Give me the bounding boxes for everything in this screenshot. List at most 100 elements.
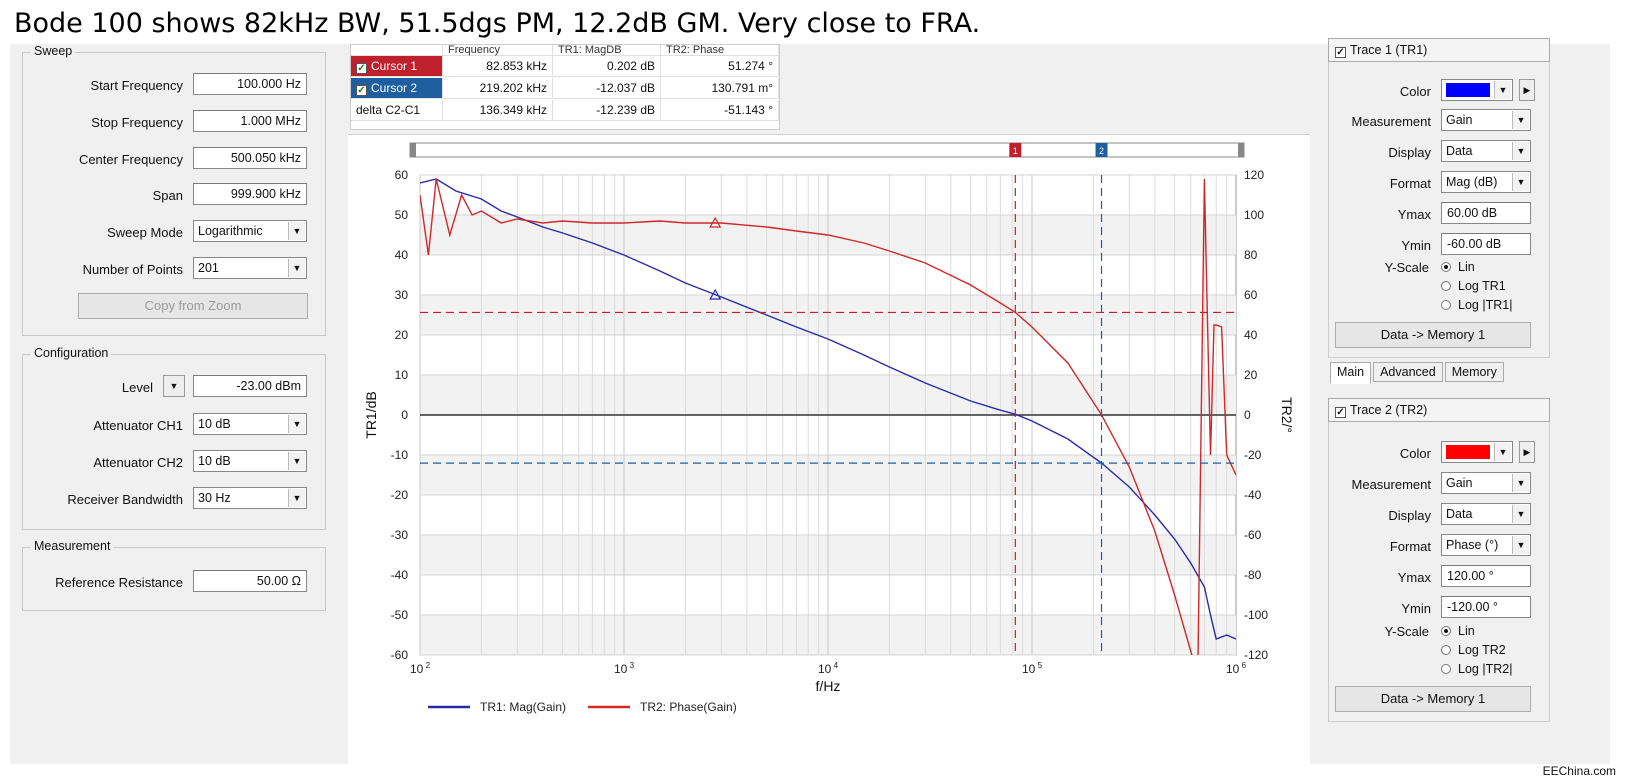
right-tick-label: -20 <box>1244 448 1262 462</box>
chevron-down-icon: ▼ <box>288 259 305 277</box>
trace2-measurement-value: Gain <box>1446 476 1473 490</box>
chevron-down-icon: ▼ <box>1512 505 1529 523</box>
legend-label: TR1: Mag(Gain) <box>480 700 566 714</box>
trace2-ymin-field[interactable]: -120.00 ° <box>1441 596 1531 618</box>
cursor-table-header-name <box>351 45 443 56</box>
trace2-header[interactable]: ✓ Trace 2 (TR2) <box>1328 398 1550 422</box>
radio-icon <box>1441 645 1451 655</box>
trace1-format-value: Mag (dB) <box>1446 175 1498 189</box>
phase-trace <box>420 178 1236 655</box>
trace2-display-select[interactable]: Data ▼ <box>1441 503 1531 525</box>
start-frequency-label: Start Frequency <box>90 78 184 93</box>
x-axis-label: f/Hz <box>816 678 841 694</box>
trace1-display-value: Data <box>1446 144 1473 158</box>
trace1-yscale-log-radio[interactable]: Log TR1 <box>1441 279 1506 293</box>
level-field[interactable]: -23.00 dBm <box>193 375 307 397</box>
left-tick-label: -20 <box>391 488 409 502</box>
tab-advanced[interactable]: Advanced <box>1373 362 1443 382</box>
trace1-display-select[interactable]: Data ▼ <box>1441 140 1531 162</box>
trace1-header[interactable]: ✓ Trace 1 (TR1) <box>1328 38 1550 62</box>
trace2-ymax-field[interactable]: 120.00 ° <box>1441 565 1531 587</box>
stop-frequency-field[interactable]: 1.000 MHz <box>193 110 307 132</box>
receiver-bandwidth-select[interactable]: 30 Hz ▼ <box>193 487 307 509</box>
right-tick-label: 20 <box>1244 368 1258 382</box>
trace2-header-label: Trace 2 (TR2) <box>1350 403 1428 417</box>
trace2-measurement-select[interactable]: Gain ▼ <box>1441 472 1531 494</box>
trace2-data-to-memory-button[interactable]: Data -> Memory 1 <box>1335 686 1531 712</box>
right-tick-label: 100 <box>1244 208 1264 222</box>
attenuator-ch2-select[interactable]: 10 dB ▼ <box>193 450 307 472</box>
trace1-color-swatch <box>1446 83 1490 97</box>
trace2-color-next-button[interactable]: ▶ <box>1519 441 1535 463</box>
tab-memory[interactable]: Memory <box>1444 362 1504 382</box>
left-tick-label: -40 <box>391 568 409 582</box>
cursor-1-label: 1 <box>1013 146 1018 156</box>
attenuator-ch2-label: Attenuator CH2 <box>93 455 183 470</box>
radio-selected-icon <box>1441 626 1451 636</box>
trace1-measurement-value: Gain <box>1446 113 1473 127</box>
table-cell: 219.202 kHz <box>443 78 553 99</box>
trace1-color-select[interactable]: ▼ <box>1441 79 1513 101</box>
right-tick-label: 60 <box>1244 288 1258 302</box>
left-tick-label: 10 <box>395 368 409 382</box>
reference-resistance-field[interactable]: 50.00 Ω <box>193 570 307 592</box>
tab-main[interactable]: Main <box>1330 362 1372 384</box>
trace2-checkbox[interactable]: ✓ <box>1335 407 1346 418</box>
trace2-display-value: Data <box>1446 507 1473 521</box>
cursor-2-checkbox[interactable]: ✓ <box>356 85 367 96</box>
trace1-format-select[interactable]: Mag (dB) ▼ <box>1441 171 1531 193</box>
trace1-measurement-select[interactable]: Gain ▼ <box>1441 109 1531 131</box>
cursor-1-checkbox[interactable]: ✓ <box>356 63 367 74</box>
trace1-format-label: Format <box>1389 176 1431 191</box>
left-axis-label: TR1/dB <box>363 391 379 438</box>
trace1-yscale-lin-radio[interactable]: Lin <box>1441 260 1475 274</box>
trace1-ymin-field[interactable]: -60.00 dB <box>1441 233 1531 255</box>
caption-title: Bode 100 shows 82kHz BW, 51.5dgs PM, 12.… <box>14 8 981 39</box>
trace2-yscale-log-radio[interactable]: Log TR2 <box>1441 643 1506 657</box>
trace2-yscale-lin-label: Lin <box>1458 624 1475 638</box>
trace1-color-next-button[interactable]: ▶ <box>1519 79 1535 101</box>
left-tick-label: 50 <box>395 208 409 222</box>
trace1-checkbox[interactable]: ✓ <box>1335 47 1346 58</box>
trace2-panel: Color ▼ ▶ Measurement Gain ▼ Display Dat… <box>1328 422 1550 722</box>
trace1-ymax-field[interactable]: 60.00 dB <box>1441 202 1531 224</box>
attenuator-ch1-select[interactable]: 10 dB ▼ <box>193 413 307 435</box>
attenuator-ch2-value: 10 dB <box>198 454 231 468</box>
trace2-format-select[interactable]: Phase (°) ▼ <box>1441 534 1531 556</box>
trace1-yscale-logabs-radio[interactable]: Log |TR1| <box>1441 298 1512 312</box>
chevron-down-icon: ▼ <box>288 489 305 507</box>
cursor-table-header-frequency: Frequency <box>443 45 553 56</box>
center-frequency-field[interactable]: 500.050 kHz <box>193 147 307 169</box>
span-field[interactable]: 999.900 kHz <box>193 183 307 205</box>
chevron-down-icon: ▼ <box>1512 173 1529 191</box>
magnitude-marker <box>709 288 722 300</box>
cursor-table-header-magdb: TR1: MagDB <box>553 45 661 56</box>
cursor-2-name-cell[interactable]: ✓ Cursor 2 <box>351 78 443 99</box>
trace2-yscale-lin-radio[interactable]: Lin <box>1441 624 1475 638</box>
number-of-points-value: 201 <box>198 261 219 275</box>
number-of-points-select[interactable]: 201 ▼ <box>193 257 307 279</box>
x-tick-label: 10 3 <box>614 661 635 676</box>
chevron-down-icon: ▼ <box>1494 443 1511 461</box>
sweep-mode-select[interactable]: Logarithmic ▼ <box>193 220 307 242</box>
bode-plot[interactable]: 6050403020100-10-20-30-40-50-60120100806… <box>348 135 1310 765</box>
trace2-color-select[interactable]: ▼ <box>1441 441 1513 463</box>
trace2-yscale-logabs-radio[interactable]: Log |TR2| <box>1441 662 1512 676</box>
trace2-format-value: Phase (°) <box>1446 538 1499 552</box>
level-dropdown-button[interactable]: ▼ <box>163 375 185 397</box>
trace1-data-to-memory-button[interactable]: Data -> Memory 1 <box>1335 322 1531 348</box>
delta-name-cell: delta C2-C1 <box>351 100 443 121</box>
copy-from-zoom-button[interactable]: Copy from Zoom <box>78 293 308 319</box>
measurement-group-title: Measurement <box>31 539 114 553</box>
start-frequency-field[interactable]: 100.000 Hz <box>193 73 307 95</box>
trace1-measurement-label: Measurement <box>1351 114 1431 129</box>
chevron-down-icon: ▼ <box>1512 474 1529 492</box>
cursor-1-name-cell[interactable]: ✓ Cursor 1 <box>351 56 443 77</box>
chevron-down-icon: ▼ <box>288 415 305 433</box>
right-tick-label: -80 <box>1244 568 1262 582</box>
right-tick-label: -100 <box>1244 608 1268 622</box>
right-tick-label: 80 <box>1244 248 1258 262</box>
trace1-header-label: Trace 1 (TR1) <box>1350 43 1428 57</box>
left-tick-label: 30 <box>395 288 409 302</box>
zoom-bar-right-handle <box>1238 143 1244 157</box>
